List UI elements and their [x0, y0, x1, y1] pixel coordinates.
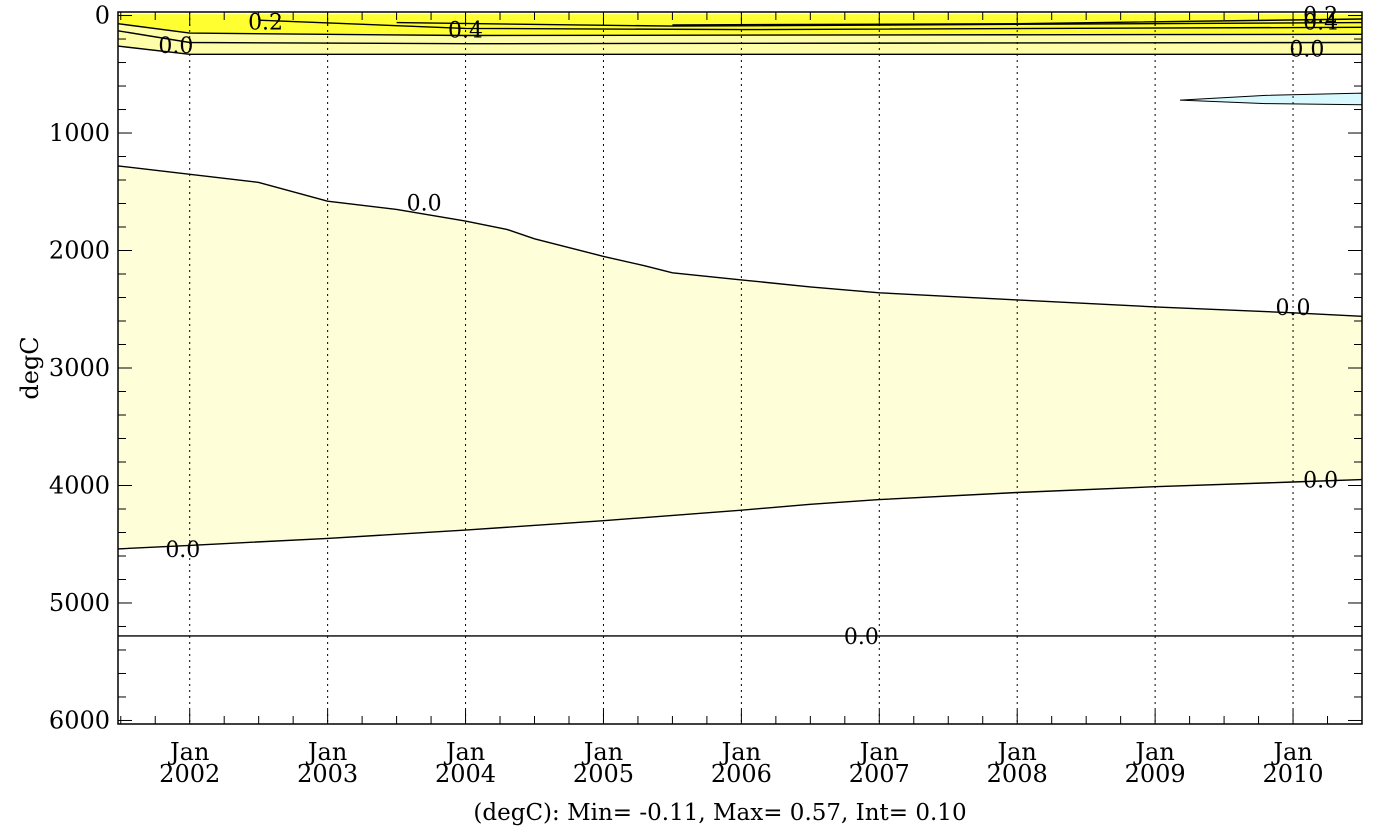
- contour-label: 0.0: [165, 538, 200, 563]
- contour-label-group: 0.4: [1303, 10, 1338, 35]
- y-tick-label: 2000: [49, 237, 110, 265]
- y-tick-label: 0: [95, 2, 110, 30]
- x-tick-label-month: Jan: [1270, 738, 1312, 766]
- contour-fill-regions: [118, 14, 1363, 549]
- x-tick-label-year: 2008: [987, 760, 1048, 788]
- x-tick-label-month: Jan: [167, 738, 209, 766]
- contour-label-group: 0.0: [165, 538, 200, 563]
- contour-label-group: 0.0: [1276, 296, 1311, 321]
- x-tick-label-year: 2002: [159, 760, 220, 788]
- contour-line-0-0: [117, 165, 1363, 317]
- x-tick-label-year: 2004: [435, 760, 496, 788]
- contour-label-group: 0.0: [158, 34, 193, 59]
- x-tick-label-year: 2007: [849, 760, 910, 788]
- contour-line-0-4: [396, 21, 1363, 27]
- contour-label: 0.2: [1303, 3, 1338, 28]
- contour-label-group: 0.2: [1303, 3, 1338, 28]
- fill-region: [1179, 92, 1363, 106]
- contour-label-group: 0.0: [407, 191, 442, 216]
- contour-line-0-3: [258, 19, 1363, 31]
- y-tick-label: 1000: [49, 119, 110, 147]
- y-axis-label: degC: [16, 336, 44, 399]
- contour-label: 0.0: [844, 625, 879, 650]
- contour-label: 0.0: [1276, 296, 1311, 321]
- contour-lines: [117, 18, 1363, 637]
- contour-label-group: 0.0: [1303, 469, 1338, 494]
- x-tick-label-month: Jan: [305, 738, 347, 766]
- y-tick-label: 6000: [49, 706, 110, 734]
- y-tick-label: 3000: [49, 354, 110, 382]
- contour-label: 0.4: [1303, 10, 1338, 35]
- contour-label: 0.0: [1303, 469, 1338, 494]
- axis-ticks: [118, 12, 1363, 724]
- x-tick-label-month: Jan: [857, 738, 899, 766]
- chart-caption: (degC): Min= -0.11, Max= 0.57, Int= 0.10: [473, 800, 966, 826]
- contour-label: 0.0: [158, 34, 193, 59]
- x-tick-label-month: Jan: [719, 738, 761, 766]
- contour-line-0-2: [117, 23, 1363, 37]
- x-tick-label-month: Jan: [581, 738, 623, 766]
- x-tick-labels: Jan2002Jan2003Jan2004Jan2005Jan2006Jan20…: [159, 738, 1323, 788]
- x-tick-label-year: 2005: [573, 760, 634, 788]
- x-tick-label-year: 2003: [297, 760, 358, 788]
- x-tick-label-year: 2009: [1125, 760, 1186, 788]
- fill-region: [118, 165, 1362, 549]
- contour-label-group: 0.2: [248, 10, 283, 35]
- x-tick-label-year: 2006: [711, 760, 772, 788]
- x-tick-label-month: Jan: [1132, 738, 1174, 766]
- contour-label-group: 0.0: [1289, 37, 1324, 62]
- y-tick-label: 5000: [49, 589, 110, 617]
- y-tick-label: 4000: [49, 471, 110, 499]
- contour-line-0-0: [117, 45, 1362, 55]
- contour-label: 0.2: [248, 10, 283, 35]
- contour-label: 0.0: [407, 191, 442, 216]
- contour-line-0-0: [117, 478, 1363, 550]
- contour-labels: 0.2 0.40.00.20.40.00.00.00.00.00.0: [158, 3, 1338, 650]
- x-tick-label-year: 2010: [1263, 760, 1324, 788]
- x-tick-label-month: Jan: [443, 738, 485, 766]
- contour-label: 0.0: [1289, 37, 1324, 62]
- contour-label-group: 0.0: [844, 625, 879, 650]
- vertical-gridlines: [189, 12, 1294, 724]
- x-tick-label-month: Jan: [995, 738, 1037, 766]
- contour-line-0-1: [117, 30, 1363, 45]
- y-tick-labels: 0 1000 2000 3000 4000 5000 6000: [49, 2, 110, 735]
